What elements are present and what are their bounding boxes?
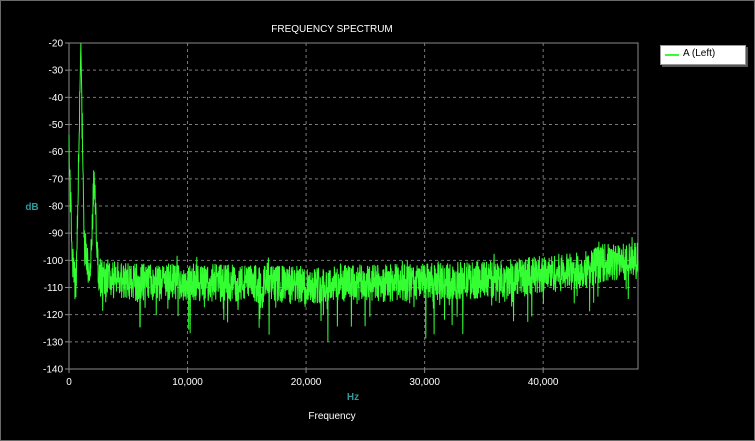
x-tick-label: 40,000	[528, 377, 559, 388]
y-tick-label: -140	[43, 365, 63, 376]
y-tick-label: -60	[49, 147, 64, 158]
legend-swatch-a-left	[665, 54, 679, 56]
y-tick-label: -120	[43, 310, 63, 321]
x-axis-unit: Hz	[347, 392, 359, 403]
x-tick-label: 0	[66, 377, 72, 388]
x-tick-label: 30,000	[409, 377, 440, 388]
y-tick-label: -20	[49, 39, 64, 50]
y-tick-label: -130	[43, 337, 63, 348]
x-tick-label: 10,000	[172, 377, 203, 388]
y-tick-label: -40	[49, 93, 64, 104]
legend: A (Left)	[660, 45, 746, 65]
x-tick-label: 20,000	[291, 377, 322, 388]
y-tick-label: -80	[49, 202, 64, 213]
y-tick-label: -50	[49, 120, 64, 131]
legend-entry-a-left: A (Left)	[683, 48, 716, 59]
y-tick-label: -70	[49, 174, 64, 185]
x-axis-label: Frequency	[308, 411, 355, 422]
y-tick-label: -30	[49, 66, 64, 77]
y-tick-label: -110	[44, 283, 64, 294]
chart-title: FREQUENCY SPECTRUM	[271, 24, 393, 35]
y-axis-ticks: -20 -30 -40 -50 -60 -70 -80 -90 -100 -110 -120 -130…	[43, 39, 69, 376]
grid-lines	[69, 43, 638, 369]
series-a-left-line	[68, 42, 639, 342]
y-tick-label: -90	[49, 229, 64, 240]
y-axis-unit: dB	[25, 202, 38, 213]
x-axis-ticks: 0 10,000 20,000 30,000 40,000	[66, 369, 559, 388]
y-tick-label: -100	[43, 256, 63, 267]
